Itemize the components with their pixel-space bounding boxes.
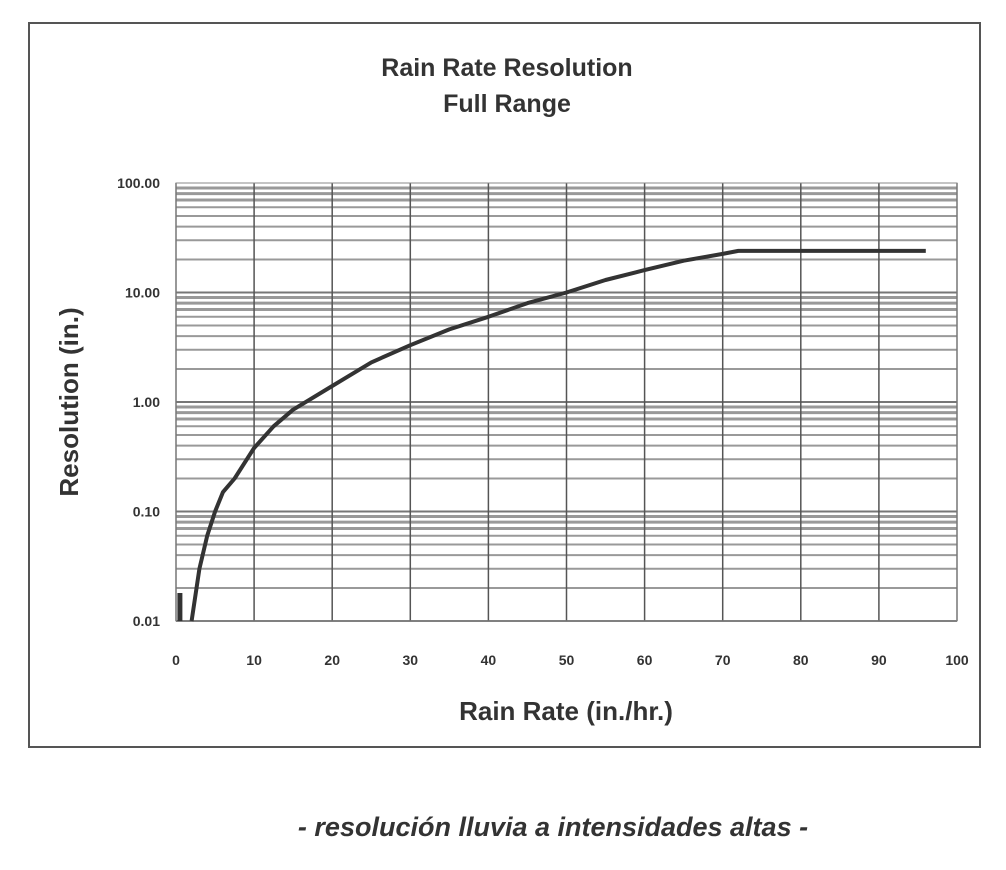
x-tick-label: 60 — [637, 652, 653, 668]
chart-frame — [28, 22, 981, 748]
series — [177, 248, 926, 622]
x-tick-labels: 0 10 20 30 40 50 60 70 80 90 100 — [172, 652, 969, 668]
chart-subtitle: Full Range — [443, 90, 571, 118]
y-tick-label: 0.01 — [133, 613, 160, 629]
x-tick-label: 50 — [559, 652, 575, 668]
y-tick-labels: 0.01 0.10 1.00 10.00 100.00 — [117, 175, 160, 629]
x-tick-label: 100 — [945, 652, 969, 668]
y-axis-label: Resolution (in.) — [54, 307, 84, 496]
y-tick-label: 100.00 — [117, 175, 160, 191]
y-tick-label: 1.00 — [133, 394, 160, 410]
x-tick-label: 30 — [403, 652, 419, 668]
x-tick-label: 10 — [246, 652, 262, 668]
x-tick-label: 0 — [172, 652, 180, 668]
x-tick-label: 20 — [324, 652, 340, 668]
plot-area — [175, 182, 958, 622]
y-tick-label: 10.00 — [125, 285, 160, 301]
caption: - resolución lluvia a intensidades altas… — [297, 812, 809, 842]
x-tick-label: 80 — [793, 652, 809, 668]
x-tick-label: 70 — [715, 652, 731, 668]
x-axis-label: Rain Rate (in./hr.) — [459, 696, 673, 726]
grid — [175, 183, 958, 622]
x-tick-label: 90 — [871, 652, 887, 668]
x-tick-label: 40 — [481, 652, 497, 668]
resolution-line — [189, 248, 926, 622]
y-tick-label: 0.10 — [133, 504, 160, 520]
chart-title: Rain Rate Resolution — [381, 54, 632, 82]
